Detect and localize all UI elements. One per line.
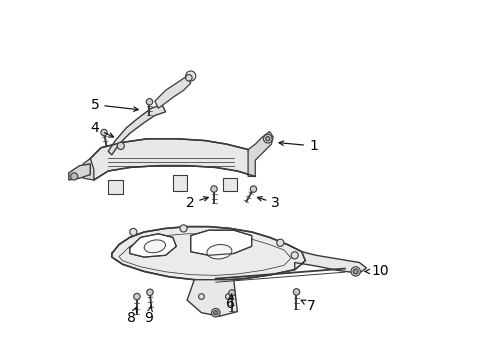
Circle shape — [228, 290, 235, 296]
Text: 4: 4 — [90, 121, 113, 137]
Circle shape — [263, 134, 271, 143]
Polygon shape — [223, 178, 237, 191]
Polygon shape — [112, 226, 305, 280]
Polygon shape — [108, 105, 165, 155]
Polygon shape — [108, 180, 122, 194]
Text: 9: 9 — [144, 306, 153, 325]
Text: 6: 6 — [225, 294, 234, 311]
Polygon shape — [172, 175, 187, 191]
Circle shape — [185, 71, 195, 81]
Polygon shape — [247, 132, 273, 176]
Circle shape — [265, 136, 269, 141]
Polygon shape — [129, 234, 176, 257]
Text: 2: 2 — [185, 196, 208, 210]
Polygon shape — [294, 252, 366, 273]
Circle shape — [70, 173, 78, 180]
Polygon shape — [69, 164, 90, 180]
Ellipse shape — [144, 240, 165, 253]
Circle shape — [101, 129, 107, 136]
Text: 1: 1 — [279, 139, 317, 153]
Circle shape — [211, 309, 220, 317]
Circle shape — [225, 294, 231, 300]
Polygon shape — [190, 230, 251, 255]
Circle shape — [146, 99, 152, 105]
Text: 3: 3 — [257, 196, 280, 210]
Ellipse shape — [206, 244, 231, 259]
Circle shape — [250, 186, 256, 192]
Circle shape — [350, 267, 360, 276]
Text: 8: 8 — [127, 307, 136, 325]
Circle shape — [293, 289, 299, 295]
Text: 10: 10 — [365, 265, 388, 278]
Polygon shape — [155, 76, 190, 108]
Circle shape — [352, 269, 357, 274]
Polygon shape — [90, 139, 255, 180]
Circle shape — [290, 252, 298, 259]
Polygon shape — [83, 158, 94, 180]
Polygon shape — [187, 280, 237, 316]
Circle shape — [133, 293, 140, 300]
Circle shape — [117, 142, 124, 149]
Text: 5: 5 — [90, 98, 138, 112]
Circle shape — [146, 289, 153, 296]
Circle shape — [185, 75, 192, 81]
Circle shape — [180, 225, 187, 232]
Circle shape — [129, 228, 137, 235]
Circle shape — [198, 294, 204, 300]
Text: 7: 7 — [301, 298, 315, 312]
Circle shape — [276, 239, 284, 246]
Circle shape — [213, 311, 218, 315]
Circle shape — [210, 186, 217, 192]
